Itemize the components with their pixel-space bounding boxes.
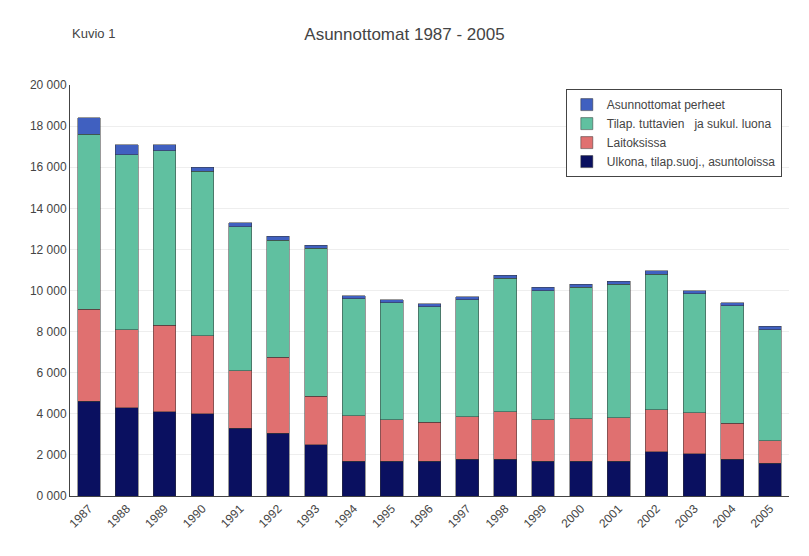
svg-text:2 000: 2 000 xyxy=(37,448,67,462)
svg-text:Ulkona, tilap.suoj., asuntoloi: Ulkona, tilap.suoj., asuntoloissa xyxy=(607,155,775,169)
svg-text:1993: 1993 xyxy=(294,502,323,531)
svg-text:1997: 1997 xyxy=(445,502,474,531)
svg-text:2004: 2004 xyxy=(710,502,739,531)
svg-text:1991: 1991 xyxy=(218,502,247,531)
svg-text:1990: 1990 xyxy=(180,502,209,531)
svg-text:8 000: 8 000 xyxy=(37,325,67,339)
svg-text:1998: 1998 xyxy=(483,502,512,531)
svg-text:18 000: 18 000 xyxy=(30,119,67,133)
svg-text:Asunnottomat 1987 - 2005: Asunnottomat 1987 - 2005 xyxy=(304,25,504,44)
svg-text:2000: 2000 xyxy=(558,502,587,531)
svg-text:1988: 1988 xyxy=(104,502,133,531)
svg-text:1995: 1995 xyxy=(369,502,398,531)
svg-text:1992: 1992 xyxy=(256,502,285,531)
svg-text:6 000: 6 000 xyxy=(37,366,67,380)
svg-text:14 000: 14 000 xyxy=(30,202,67,216)
svg-text:Tilap. tuttavien ja sukul. l: Tilap. tuttavien ja sukul. luona xyxy=(607,117,772,131)
svg-text:2002: 2002 xyxy=(634,502,663,531)
svg-text:Laitoksissa: Laitoksissa xyxy=(607,136,667,150)
svg-text:1999: 1999 xyxy=(521,502,550,531)
svg-text:Asunnottomat perheet: Asunnottomat perheet xyxy=(607,98,726,112)
svg-text:Kuvio 1: Kuvio 1 xyxy=(72,26,115,41)
svg-text:1989: 1989 xyxy=(142,502,171,531)
svg-text:4 000: 4 000 xyxy=(37,407,67,421)
svg-text:0 000: 0 000 xyxy=(37,489,67,503)
svg-text:2001: 2001 xyxy=(596,502,625,531)
svg-text:20 000: 20 000 xyxy=(30,78,67,92)
svg-text:1987: 1987 xyxy=(67,502,96,531)
svg-text:12 000: 12 000 xyxy=(30,243,67,257)
svg-text:10 000: 10 000 xyxy=(30,284,67,298)
svg-text:1996: 1996 xyxy=(407,502,436,531)
svg-text:16 000: 16 000 xyxy=(30,160,67,174)
svg-text:1994: 1994 xyxy=(331,502,360,531)
svg-text:2005: 2005 xyxy=(748,502,777,531)
svg-text:2003: 2003 xyxy=(672,502,701,531)
